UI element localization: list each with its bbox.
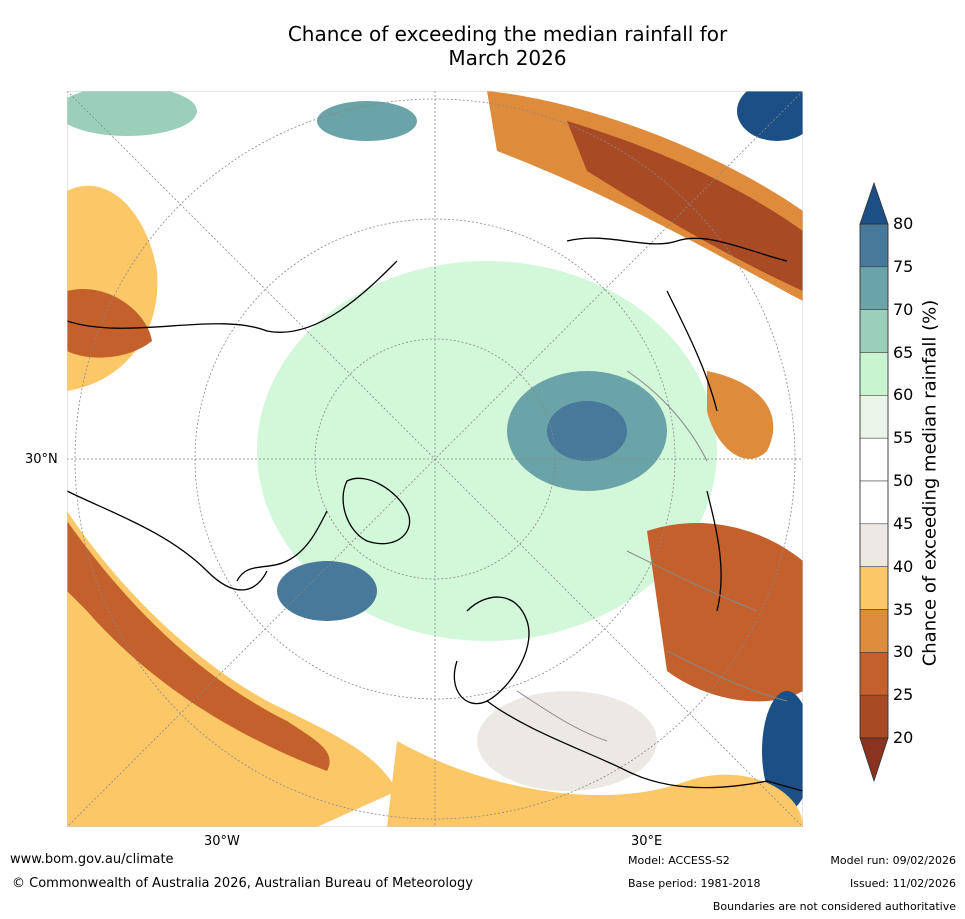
colorbar-band <box>859 395 889 439</box>
region-brown-lowerleft <box>67 521 330 771</box>
colorbar-tick-label: 25 <box>893 685 914 705</box>
colorbar-arrow-bottom <box>859 737 889 783</box>
colorbar-tick-label: 30 <box>893 642 914 662</box>
colorbar-band <box>859 609 889 653</box>
borders <box>516 370 788 742</box>
region-green-central <box>257 261 717 641</box>
colorbar-band <box>859 480 889 525</box>
colorbar-label: Chance of exceeding median rainfall (%) <box>919 299 941 667</box>
coastlines <box>67 237 803 792</box>
colorbar-band <box>859 223 889 268</box>
region-teal-greenland <box>277 561 377 621</box>
footer-base-period: Base period: 1981-2018 <box>628 877 761 890</box>
colorbar-tick-label: 45 <box>893 513 914 533</box>
lon-label-30e: 30°E <box>631 834 663 849</box>
footer-boundaries: Boundaries are not considered authoritat… <box>712 900 956 913</box>
region-brown-left <box>67 289 152 358</box>
colorbar-tick-label: 75 <box>893 256 914 276</box>
colorbar-tick-label: 55 <box>893 428 914 448</box>
colorbar-band <box>859 652 889 696</box>
colorbar-outline <box>859 223 889 739</box>
footer-model-run: Model run: 09/02/2026 <box>830 854 956 867</box>
colorbar-swatches <box>859 223 889 739</box>
footer-model: Model: ACCESS-S2 <box>628 854 730 867</box>
footer-issued: Issued: 11/02/2026 <box>849 877 956 890</box>
colorbar-band <box>859 694 889 739</box>
chart-title: Chance of exceeding the median rainfall … <box>0 22 965 70</box>
colorbar-band <box>859 437 889 482</box>
colorbar-tick-label: 70 <box>893 299 914 319</box>
graticule <box>67 91 803 827</box>
colorbar-band <box>859 309 889 353</box>
colorbar-tick-label: 40 <box>893 556 914 576</box>
title-line-1: Chance of exceeding the median rainfall … <box>287 22 728 46</box>
colorbar-band <box>859 266 889 310</box>
footer-copyright: © Commonwealth of Australia 2026, Austra… <box>12 876 473 891</box>
rainfall-map <box>67 91 803 827</box>
colorbar-tick-label: 50 <box>893 471 914 490</box>
title-line-2: March 2026 <box>448 46 567 70</box>
lon-label-30w: 30°W <box>204 834 240 849</box>
colorbar-band <box>859 352 889 396</box>
colorbar-tick-label: 60 <box>893 385 914 405</box>
colorbar-tick-label: 35 <box>893 599 914 619</box>
colorbar-tick-label: 20 <box>893 728 914 747</box>
colorbar-tick-label: 65 <box>893 342 914 362</box>
region-grey-bottom <box>477 691 657 791</box>
region-blue-topright <box>737 91 803 141</box>
colorbar-band <box>859 523 889 567</box>
region-orange-bottom <box>387 741 803 827</box>
footer-url[interactable]: www.bom.gov.au/climate <box>10 852 174 867</box>
region-blue-right <box>762 691 803 811</box>
region-blue-asia <box>547 401 627 461</box>
region-teal-topcenter <box>317 101 417 141</box>
region-brown-right <box>647 522 803 702</box>
colorbar-tick-label: 80 <box>893 214 914 233</box>
region-orange-right <box>707 371 774 459</box>
colorbar-band <box>859 566 889 610</box>
map-regions <box>67 91 803 827</box>
lat-label-30n: 30°N <box>25 452 58 467</box>
region-teal-topleft <box>67 91 197 136</box>
colorbar-arrow-top <box>859 181 889 225</box>
